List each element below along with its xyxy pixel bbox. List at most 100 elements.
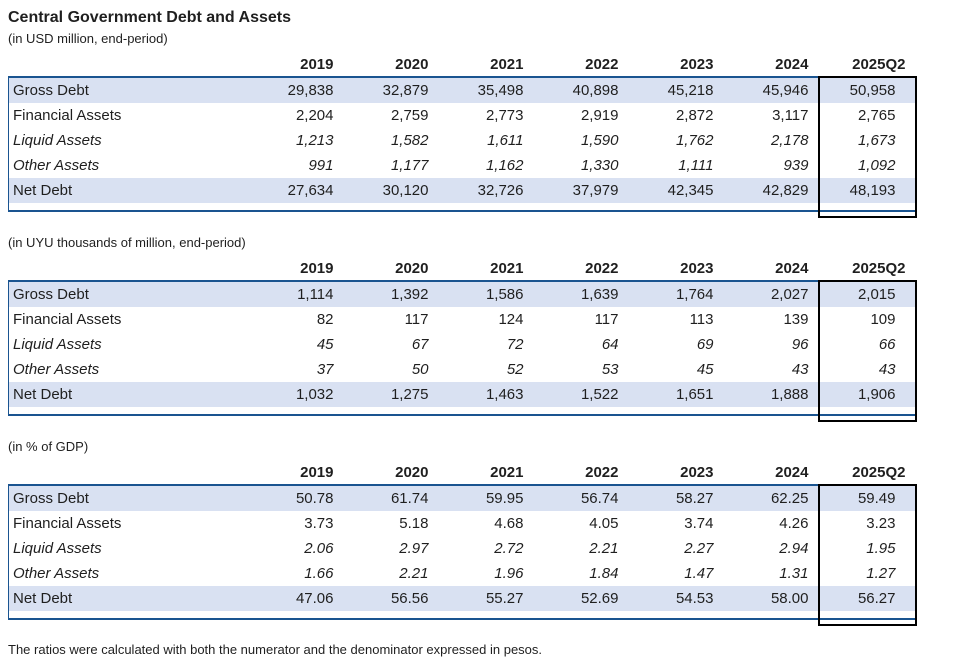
value-cell: 2.97	[399, 540, 429, 557]
value-cell: 30,120	[343, 178, 439, 203]
data-table: 2019 2020 2021 2022 2023 2024 2025Q2 Gro…	[8, 52, 916, 212]
value-cell: 4.68	[494, 515, 524, 532]
value-cell: 1.95	[866, 540, 896, 557]
year-header: 2025Q2	[852, 56, 906, 73]
table-row-liquid-assets: Liquid Assets 2.06 2.97 2.72 2.21 2.27 2…	[9, 536, 916, 561]
value-cell: 59.95	[438, 485, 534, 511]
value-cell: 2,919	[580, 107, 619, 124]
value-cell: 1,651	[628, 382, 724, 407]
table-row-liquid-assets: Liquid Assets 1,213 1,582 1,611 1,590 1,…	[9, 128, 916, 153]
value-cell: 50.78	[248, 485, 344, 511]
value-cell: 55.27	[438, 586, 534, 611]
value-cell: 2,759	[390, 107, 429, 124]
value-cell: 4.05	[589, 515, 619, 532]
value-cell: 1,906	[818, 382, 916, 407]
spacer-row	[8, 407, 916, 415]
year-header: 2019	[300, 56, 334, 73]
value-cell: 2,765	[857, 107, 896, 124]
value-cell: 43	[791, 361, 809, 378]
value-cell: 1.66	[304, 565, 334, 582]
value-cell: 96	[791, 336, 809, 353]
value-cell: 66	[878, 336, 896, 353]
value-cell: 50	[411, 361, 429, 378]
value-cell: 117	[594, 311, 619, 328]
page-title: Central Government Debt and Assets	[8, 9, 292, 26]
value-cell: 72	[506, 336, 524, 353]
year-header: 2021	[490, 464, 524, 481]
value-cell: 54.53	[628, 586, 724, 611]
value-cell: 1,888	[723, 382, 819, 407]
value-cell: 45	[316, 336, 334, 353]
row-label: Net Debt	[8, 382, 249, 407]
year-header: 2025Q2	[852, 260, 906, 277]
row-label: Financial Assets	[13, 311, 122, 328]
value-cell: 2.06	[304, 540, 334, 557]
row-label: Net Debt	[8, 586, 249, 611]
value-cell: 59.49	[818, 485, 916, 511]
header-row: 2019 2020 2021 2022 2023 2024 2025Q2	[9, 460, 916, 485]
value-cell: 29,838	[248, 77, 344, 103]
value-cell: 42,829	[723, 178, 819, 203]
spacer-cell	[8, 203, 916, 211]
value-cell: 64	[601, 336, 619, 353]
value-cell: 1,330	[580, 157, 619, 174]
value-cell: 1.27	[866, 565, 896, 582]
value-cell: 1,275	[343, 382, 439, 407]
data-table: 2019 2020 2021 2022 2023 2024 2025Q2 Gro…	[8, 256, 916, 416]
value-cell: 2.72	[494, 540, 524, 557]
value-cell: 2.27	[684, 540, 714, 557]
value-cell: 1,586	[438, 281, 534, 307]
spacer-row	[8, 203, 916, 211]
year-header: 2025Q2	[852, 464, 906, 481]
value-cell: 1,162	[485, 157, 524, 174]
value-cell: 43	[878, 361, 896, 378]
value-cell: 1,762	[675, 132, 714, 149]
value-cell: 48,193	[818, 178, 916, 203]
value-cell: 3.74	[684, 515, 714, 532]
value-cell: 1,611	[487, 132, 524, 149]
value-cell: 58.27	[628, 485, 724, 511]
table-row-other-assets: Other Assets 37 50 52 53 45 43 43	[9, 357, 916, 382]
value-cell: 52	[506, 361, 524, 378]
value-cell: 2.94	[779, 540, 809, 557]
spacer-row	[8, 611, 916, 619]
footnote: The ratios were calculated with both the…	[8, 642, 543, 657]
value-cell: 50,958	[818, 77, 916, 103]
table-row-other-assets: Other Assets 1.66 2.21 1.96 1.84 1.47 1.…	[9, 561, 916, 586]
year-header: 2022	[585, 260, 619, 277]
year-header: 2020	[395, 56, 429, 73]
debt-table-gdp: 2019 2020 2021 2022 2023 2024 2025Q2 Gro…	[8, 460, 917, 626]
row-label: Other Assets	[13, 157, 100, 174]
value-cell: 113	[689, 311, 714, 328]
value-cell: 69	[696, 336, 714, 353]
year-header: 2019	[300, 260, 334, 277]
value-cell: 1,673	[857, 132, 896, 149]
year-header: 2024	[775, 56, 809, 73]
value-cell: 1,092	[857, 157, 896, 174]
value-cell: 1,111	[678, 157, 714, 174]
value-cell: 991	[308, 157, 334, 174]
table-row-net-debt: Net Debt 27,634 30,120 32,726 37,979 42,…	[8, 178, 916, 203]
year-header: 2022	[585, 464, 619, 481]
value-cell: 939	[783, 157, 809, 174]
year-header: 2022	[585, 56, 619, 73]
value-cell: 3.73	[304, 515, 334, 532]
table-section-usd: (in USD million, end-period) 2019 2020 2…	[8, 30, 964, 218]
table-row-other-assets: Other Assets 991 1,177 1,162 1,330 1,111…	[9, 153, 916, 178]
empty-header-cell	[9, 256, 249, 281]
data-table: 2019 2020 2021 2022 2023 2024 2025Q2 Gro…	[8, 460, 916, 620]
spacer-cell	[8, 611, 916, 619]
value-cell: 2.21	[589, 540, 619, 557]
value-cell: 2.21	[399, 565, 429, 582]
unit-label: (in % of GDP)	[8, 439, 89, 454]
unit-label: (in UYU thousands of million, end-period…	[8, 235, 246, 250]
value-cell: 1.96	[494, 565, 524, 582]
value-cell: 45,946	[723, 77, 819, 103]
value-cell: 3.23	[866, 515, 896, 532]
value-cell: 117	[404, 311, 429, 328]
unit-label: (in USD million, end-period)	[8, 31, 168, 46]
value-cell: 82	[316, 311, 334, 328]
value-cell: 1.31	[779, 565, 809, 582]
year-header: 2024	[775, 260, 809, 277]
row-label: Liquid Assets	[13, 132, 102, 149]
